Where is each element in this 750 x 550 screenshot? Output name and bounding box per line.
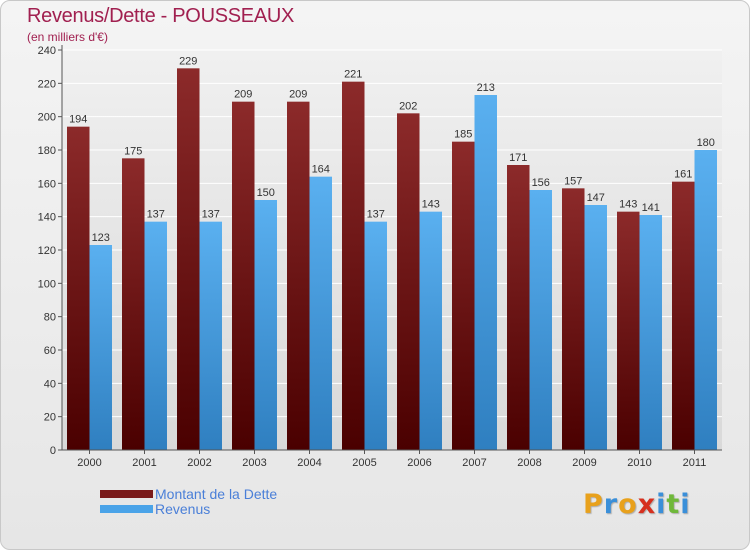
data-label: 209 <box>234 89 252 101</box>
y-tick-label: 180 <box>38 145 56 157</box>
data-label: 147 <box>587 192 605 204</box>
bar-revenus <box>419 211 442 450</box>
y-tick-label: 20 <box>44 412 56 424</box>
bar-revenus <box>309 176 332 450</box>
bar-dette <box>122 158 145 451</box>
y-tick-label: 40 <box>44 378 56 390</box>
x-tick-label: 2006 <box>407 457 431 469</box>
y-tick-label: 140 <box>38 212 56 224</box>
x-tick-label: 2001 <box>132 457 156 469</box>
x-tick-label: 2005 <box>352 457 376 469</box>
data-label: 156 <box>532 177 550 189</box>
logo-letter: x <box>637 489 657 520</box>
y-tick-label: 220 <box>38 78 56 90</box>
data-label: 213 <box>477 82 495 94</box>
legend-swatch-debt <box>100 489 153 498</box>
bar-dette <box>177 68 200 450</box>
x-tick-label: 2004 <box>297 457 321 469</box>
proxiti-logo: Proxiti <box>583 489 691 520</box>
chart-subtitle: (en milliers d'€) <box>27 30 108 44</box>
bar-revenus <box>529 190 552 450</box>
data-label: 137 <box>367 209 385 221</box>
data-label: 185 <box>454 129 472 141</box>
chart-title: Revenus/Dette - POUSSEAUX <box>27 5 295 27</box>
bar-dette <box>232 101 255 451</box>
x-tick-label: 2010 <box>627 457 651 469</box>
x-tick-label: 2007 <box>462 457 486 469</box>
x-tick-label: 2000 <box>77 457 101 469</box>
y-tick-label: 80 <box>44 312 56 324</box>
bar-revenus <box>89 245 112 450</box>
y-tick-label: 240 <box>38 45 56 57</box>
x-tick-label: 2009 <box>572 457 596 469</box>
logo-letter: P <box>583 489 604 520</box>
y-tick-label: 0 <box>50 445 56 457</box>
legend-label-debt: Montant de la Dette <box>155 485 278 502</box>
bar-dette <box>507 165 530 450</box>
x-tick-label: 2002 <box>187 457 211 469</box>
bar-dette <box>287 101 310 451</box>
legend-item-debt: Montant de la Dette <box>100 485 278 502</box>
data-label: 143 <box>422 199 440 211</box>
x-tick-label: 2008 <box>517 457 541 469</box>
bar-dette <box>617 211 640 450</box>
data-label: 150 <box>257 187 275 199</box>
data-label: 157 <box>564 175 582 187</box>
logo-letter: i <box>680 489 691 520</box>
data-label: 194 <box>69 114 87 126</box>
legend-item-revenus: Revenus <box>100 500 277 517</box>
data-label: 164 <box>312 164 330 176</box>
data-label: 209 <box>289 89 307 101</box>
data-label: 175 <box>124 145 142 157</box>
logo-letter: t <box>666 489 681 520</box>
data-label: 180 <box>697 137 715 149</box>
bar-dette <box>562 188 585 451</box>
bar-revenus <box>144 221 167 450</box>
x-tick-label: 2003 <box>242 457 266 469</box>
data-label: 171 <box>509 152 527 164</box>
data-label: 221 <box>344 69 362 81</box>
data-label: 143 <box>619 199 637 211</box>
y-tick-label: 160 <box>38 178 56 190</box>
bar-revenus <box>584 205 607 450</box>
bar-revenus <box>199 221 222 450</box>
legend-label-revenus: Revenus <box>155 500 211 517</box>
bar-revenus <box>254 200 277 450</box>
x-tick-label: 2011 <box>683 457 707 469</box>
legend: Montant de la Dette Revenus <box>100 485 278 517</box>
legend-swatch-revenus <box>100 504 153 513</box>
data-label: 137 <box>147 209 165 221</box>
y-tick-label: 60 <box>44 345 56 357</box>
logo-letter: r <box>603 489 619 520</box>
bar-dette <box>342 81 365 451</box>
data-label: 137 <box>202 209 220 221</box>
bar-dette <box>67 126 90 451</box>
bar-revenus <box>364 221 387 450</box>
bar-revenus <box>474 95 497 450</box>
bar-revenus <box>639 215 662 450</box>
bar-dette <box>452 141 475 450</box>
data-label: 161 <box>674 169 692 181</box>
logo-letter: o <box>618 489 638 520</box>
y-tick-label: 100 <box>38 278 56 290</box>
bar-revenus <box>694 150 717 450</box>
data-label: 141 <box>642 202 660 214</box>
y-tick-label: 200 <box>38 112 56 124</box>
data-label: 123 <box>92 232 110 244</box>
data-label: 229 <box>179 55 197 67</box>
bar-dette <box>397 113 420 450</box>
bar-dette <box>672 181 695 450</box>
logo-letter: i <box>656 489 667 520</box>
y-tick-label: 120 <box>38 245 56 257</box>
data-label: 202 <box>399 100 417 112</box>
